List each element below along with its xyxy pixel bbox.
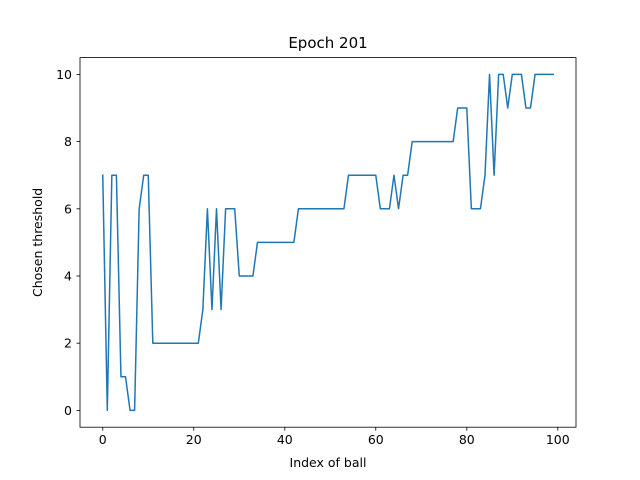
y-tick-label: 8 (64, 134, 72, 149)
x-tick-label: 20 (186, 432, 202, 447)
x-tick-label: 100 (546, 432, 570, 447)
y-tick-label: 10 (56, 67, 72, 82)
series-line-threshold (101, 73, 554, 412)
y-tick-label: 0 (64, 403, 72, 418)
y-tick-label: 2 (64, 336, 72, 351)
x-axis-label: Index of ball (290, 455, 367, 470)
y-axis-ticks: 0 2 4 6 8 10 (56, 67, 80, 418)
series-layer (101, 73, 554, 412)
plot-area-frame (79, 57, 577, 428)
x-tick-label: 80 (459, 432, 475, 447)
y-tick-label: 4 (64, 269, 72, 284)
chart-title: Epoch 201 (288, 34, 367, 52)
y-tick-label: 6 (64, 201, 72, 216)
y-axis-label: Chosen threshold (30, 188, 45, 297)
x-tick-label: 40 (277, 432, 293, 447)
x-tick-label: 0 (99, 432, 107, 447)
x-axis-ticks: 0 20 40 60 80 100 (99, 427, 570, 447)
x-tick-label: 60 (368, 432, 384, 447)
